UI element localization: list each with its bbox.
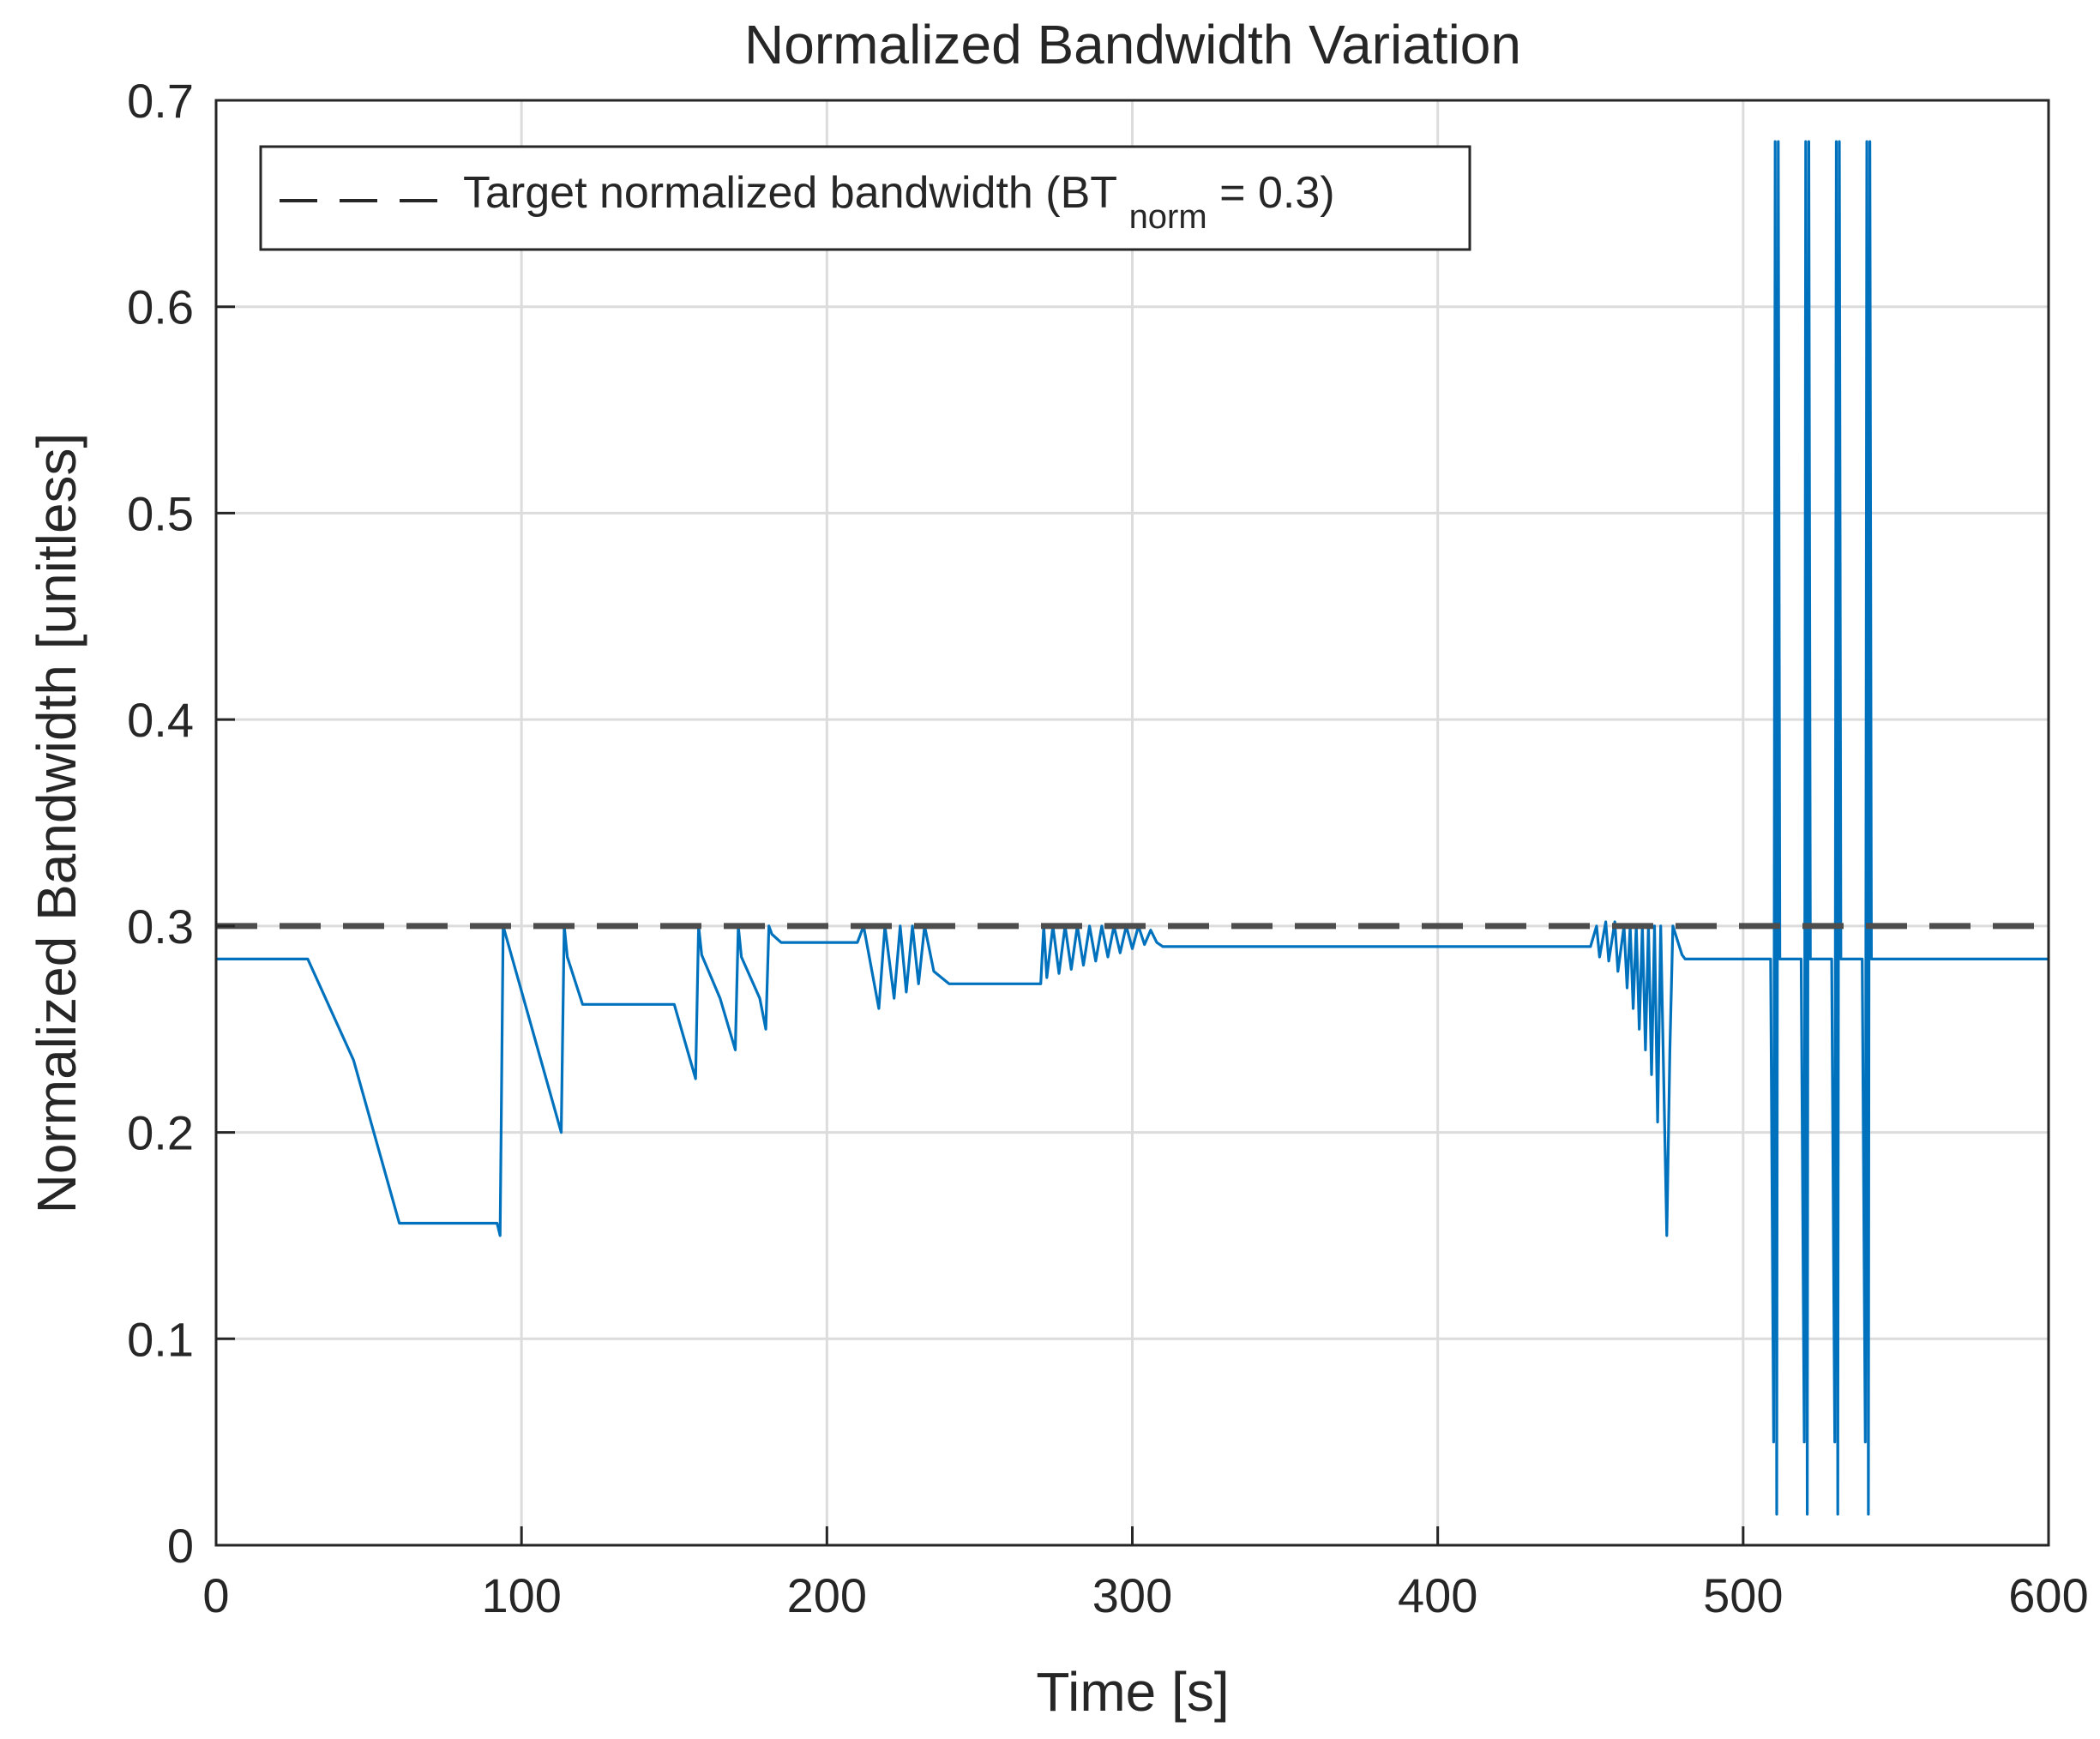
bandwidth-series-line [216, 140, 2049, 1516]
legend-label-end: = 0.3) [1219, 168, 1334, 218]
y-tick-label: 0 [167, 1519, 194, 1573]
x-tick-label: 500 [1703, 1568, 1783, 1622]
legend-label: Target normalized bandwidth (BT norm = 0… [463, 168, 1335, 238]
x-tick-label: 0 [202, 1568, 229, 1622]
x-tick-label: 600 [2008, 1568, 2088, 1622]
y-tick-label: 0.1 [127, 1312, 194, 1366]
chart-title: Normalized Bandwidth Variation [744, 14, 1521, 75]
y-tick-label: 0.2 [127, 1106, 194, 1160]
legend-label-subscript: norm [1129, 198, 1207, 236]
y-tick-label: 0.6 [127, 280, 194, 334]
x-tick-label: 100 [481, 1568, 561, 1622]
legend-label-main: Target normalized bandwidth (BT [463, 168, 1116, 218]
x-tick-label: 200 [787, 1568, 867, 1622]
y-tick-label: 0.4 [127, 693, 194, 747]
y-tick-label: 0.5 [127, 486, 194, 540]
y-tick-label: 0.7 [127, 74, 194, 128]
tick-labels: 0 100 200 300 400 500 600 0 0.1 0.2 0.3 0.4 0.5 0.6 0.… [127, 74, 2089, 1622]
x-axis-label: Time [s] [1036, 1661, 1229, 1723]
legend: Target normalized bandwidth (BT norm = 0… [259, 145, 1471, 251]
x-tick-label: 400 [1398, 1568, 1477, 1622]
legend-box [259, 145, 1471, 251]
y-tick-label: 0.3 [127, 900, 194, 954]
plot-area [214, 99, 2050, 1547]
ticks [214, 99, 2050, 1547]
series-layer [216, 140, 2049, 1516]
x-tick-label: 300 [1092, 1568, 1172, 1622]
y-axis-label: Normalized Bandwidth [unitless] [26, 433, 87, 1214]
